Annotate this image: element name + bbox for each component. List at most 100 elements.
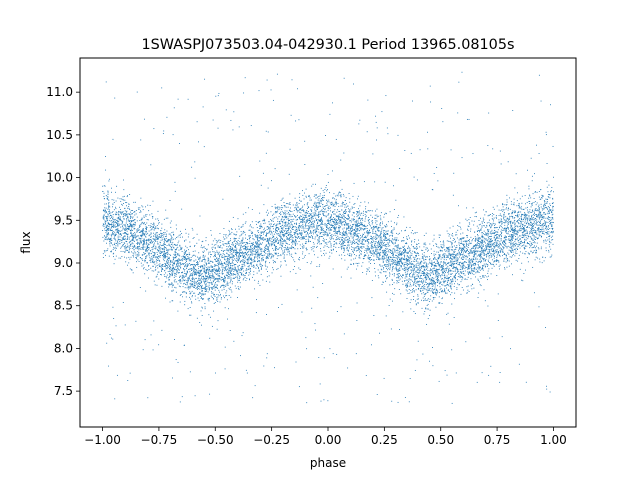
data-point: [388, 305, 390, 306]
data-point: [300, 237, 302, 239]
data-point: [523, 226, 524, 228]
data-point: [123, 236, 125, 238]
data-point: [341, 234, 343, 236]
data-point: [302, 237, 304, 239]
data-point: [381, 256, 383, 258]
data-point: [361, 235, 363, 237]
data-point: [318, 265, 320, 267]
data-point: [348, 211, 350, 212]
data-point: [215, 269, 217, 271]
data-point: [531, 216, 533, 218]
data-point: [480, 285, 482, 287]
data-point: [244, 252, 246, 254]
data-point: [135, 254, 137, 256]
data-point: [548, 184, 550, 186]
data-point: [488, 214, 490, 216]
data-point: [249, 262, 251, 264]
data-point: [351, 253, 353, 255]
data-point: [545, 250, 547, 252]
data-point: [525, 229, 527, 231]
data-point: [244, 249, 246, 251]
data-point: [467, 229, 469, 231]
data-point: [112, 253, 114, 255]
data-point: [138, 253, 140, 255]
data-point: [515, 230, 517, 232]
data-point: [450, 274, 452, 275]
data-point: [151, 213, 153, 215]
data-point: [495, 239, 496, 241]
data-point: [138, 227, 140, 228]
data-point: [106, 218, 108, 220]
data-point: [117, 217, 119, 219]
data-point: [113, 237, 115, 239]
data-point: [387, 253, 388, 255]
data-point: [461, 263, 463, 265]
data-point: [135, 233, 136, 235]
data-point: [490, 231, 492, 233]
data-point: [462, 248, 464, 249]
data-point: [437, 262, 439, 264]
data-point: [137, 255, 139, 257]
data-point: [407, 252, 409, 254]
data-point: [475, 216, 477, 218]
data-point: [384, 250, 386, 252]
data-point: [352, 224, 354, 226]
data-point: [200, 282, 201, 284]
data-point: [215, 270, 217, 272]
data-point: [169, 276, 171, 278]
data-point: [234, 277, 235, 279]
data-point: [356, 211, 358, 213]
data-point: [452, 253, 454, 255]
data-point: [246, 269, 248, 271]
data-point: [442, 267, 443, 269]
data-point: [418, 286, 420, 288]
data-point: [349, 233, 351, 235]
data-point: [118, 239, 120, 241]
data-point: [216, 242, 218, 244]
data-point: [288, 213, 290, 215]
data-point: [289, 224, 291, 226]
data-point: [208, 287, 210, 289]
data-point: [364, 255, 366, 257]
data-point: [184, 266, 186, 267]
data-point: [149, 241, 151, 243]
data-point: [427, 270, 429, 271]
data-point: [119, 209, 121, 210]
data-point: [460, 242, 462, 244]
data-point: [215, 258, 217, 260]
data-point: [439, 282, 441, 284]
data-point: [507, 221, 508, 223]
data-point: [509, 197, 510, 199]
data-point: [367, 225, 369, 227]
data-point: [249, 257, 251, 259]
data-point: [299, 209, 301, 210]
data-point: [186, 281, 188, 283]
data-point: [186, 272, 188, 274]
data-point: [545, 229, 547, 231]
data-point: [146, 226, 148, 228]
data-point: [423, 271, 425, 273]
data-point: [219, 301, 221, 303]
data-point: [241, 242, 243, 244]
data-point: [216, 241, 218, 243]
data-point: [370, 259, 372, 261]
data-point: [141, 217, 143, 219]
data-point: [253, 265, 255, 267]
data-point: [537, 214, 539, 216]
data-point: [377, 215, 379, 217]
data-point: [459, 275, 461, 276]
data-point: [415, 259, 417, 261]
data-point: [509, 240, 510, 242]
data-point: [212, 276, 213, 278]
data-point: [330, 218, 332, 220]
data-point: [344, 239, 346, 241]
data-point: [239, 275, 240, 277]
data-point: [424, 299, 426, 301]
data-point: [385, 226, 386, 228]
data-point: [193, 254, 195, 256]
data-point: [310, 209, 312, 211]
data-point: [125, 224, 127, 226]
data-point: [137, 246, 138, 247]
data-point: [226, 283, 228, 285]
data-point: [229, 271, 231, 273]
